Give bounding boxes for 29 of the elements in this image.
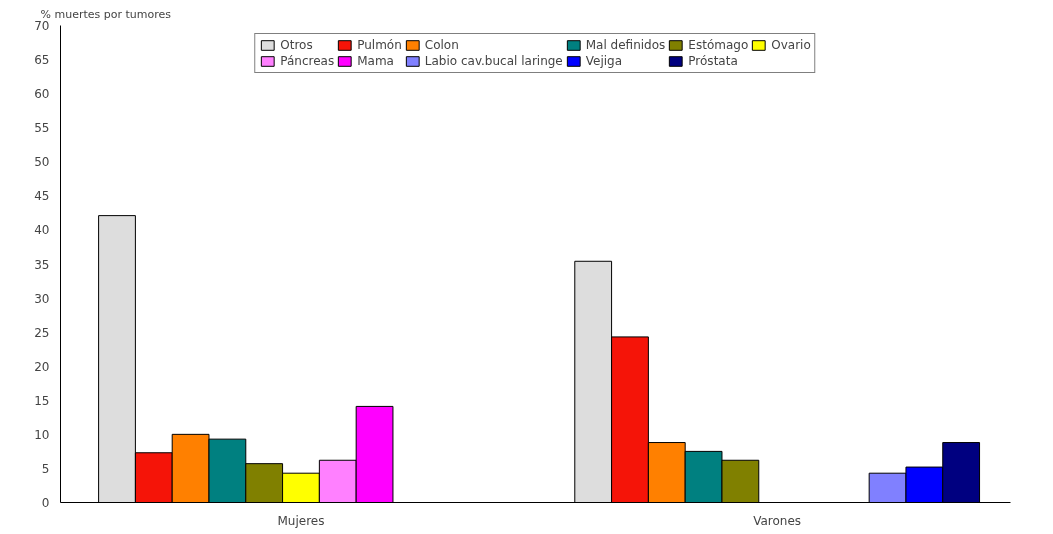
y-tick-label: 0: [41, 496, 50, 510]
legend-label: Labio cav.bucal laringe: [424, 54, 563, 68]
legend-label: Páncreas: [280, 54, 335, 68]
x-tick-label: Mujeres: [277, 513, 325, 528]
y-tick-label: 35: [34, 257, 50, 272]
y-tick-label: 70: [34, 19, 50, 33]
y-tick-label: 5: [41, 461, 50, 476]
legend-label: Mama: [357, 54, 394, 68]
y-axis-title: % muertes por tumores: [40, 7, 172, 21]
x-tick-label: Varones: [753, 513, 802, 528]
y-tick-label: 45: [34, 189, 50, 204]
legend-label: Próstata: [688, 54, 738, 68]
y-tick-label: 30: [34, 291, 50, 306]
y-tick-label: 60: [34, 87, 50, 102]
legend-label: Otros: [280, 38, 313, 52]
y-tick-label: 25: [34, 325, 50, 340]
legend-label: Mal definidos: [585, 38, 666, 52]
y-tick-label: 65: [34, 53, 50, 68]
y-tick-label: 40: [34, 223, 50, 238]
y-tick-label: 55: [34, 121, 50, 136]
legend-label: Estómago: [688, 38, 749, 52]
y-tick-label: 20: [34, 359, 50, 374]
legend-label: Pulmón: [357, 38, 402, 52]
y-tick-label: 50: [34, 155, 50, 170]
y-tick-label: 15: [34, 393, 50, 408]
y-tick-label: 10: [34, 427, 50, 442]
legend-label: Vejiga: [585, 54, 623, 68]
legend-label: Colon: [424, 38, 459, 52]
legend-label: Ovario: [771, 38, 811, 52]
